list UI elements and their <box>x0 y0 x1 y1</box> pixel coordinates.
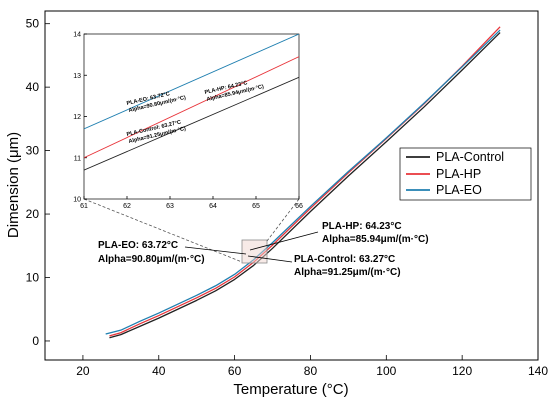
annotation-eo-alpha: Alpha=90.80μm/(m·°C) <box>98 254 205 265</box>
inset-frame <box>83 33 300 200</box>
zoom-connector-right <box>266 198 300 242</box>
y-tick-label-10: 10 <box>26 271 40 285</box>
x-tick-label-60: 60 <box>228 364 242 378</box>
series-line-pla-eo <box>105 29 501 335</box>
annotation-pointer-hp <box>249 231 319 251</box>
annotation-pointer-eo <box>184 246 247 255</box>
x-tick-label-40: 40 <box>152 364 166 378</box>
legend: PLA-Control PLA-HP PLA-EO <box>399 147 532 201</box>
inset-x-tick-label-65: 65 <box>252 203 260 210</box>
x-tick-label-20: 20 <box>76 364 90 378</box>
inset-series-line-pla-eo <box>84 34 299 130</box>
main-series-lines <box>105 26 501 339</box>
legend-label-control: PLA-Control <box>436 150 504 164</box>
inset-y-tick-label-11: 11 <box>74 155 81 162</box>
y-tick-label-30: 30 <box>26 144 40 158</box>
inset-x-tick-label-61: 61 <box>80 203 88 210</box>
annotation-control-temp: PLA-Control: 63.27°C <box>294 254 395 265</box>
x-tick-label-100: 100 <box>376 364 396 378</box>
inset-y-tick-label-14: 14 <box>73 32 81 39</box>
y-tick-label-40: 40 <box>26 80 40 94</box>
main-axes-ticks: 20 40 60 80 100 120 140 0 10 20 30 40 50 <box>26 17 549 378</box>
series-line-pla-control <box>109 32 501 339</box>
legend-label-eo: PLA-EO <box>436 183 482 197</box>
x-tick-label-80: 80 <box>304 364 318 378</box>
x-axis-title: Temperature (°C) <box>233 381 348 398</box>
annotation-eo-temp: PLA-EO: 63.72°C <box>98 240 178 251</box>
annotation-pointer-control <box>247 255 293 263</box>
inset-series-lines <box>84 34 299 171</box>
inset-x-tick-label-64: 64 <box>209 203 217 210</box>
inset-x-tick-label-63: 63 <box>166 203 174 210</box>
annotation-hp-alpha: Alpha=85.94μm/(m·°C) <box>322 234 429 245</box>
zoom-connector-left <box>83 198 243 263</box>
inset-y-tick-label-13: 13 <box>73 73 81 80</box>
inset-x-tick-label-62: 62 <box>123 203 131 210</box>
annotation-control-alpha: Alpha=91.25μm/(m·°C) <box>294 267 401 278</box>
y-tick-label-20: 20 <box>26 207 40 221</box>
inset-x-tick-label-66: 66 <box>295 203 303 210</box>
annotation-hp-temp: PLA-HP: 64.23°C <box>322 221 402 232</box>
inset-y-tick-label-10: 10 <box>73 197 81 204</box>
inset-axes-ticks: 61 62 63 64 65 66 10 11 12 13 14 <box>73 32 303 211</box>
x-tick-label-140: 140 <box>528 364 548 378</box>
inset-y-tick-label-12: 12 <box>73 114 81 121</box>
zoom-region-box <box>241 239 268 264</box>
x-tick-label-120: 120 <box>452 364 472 378</box>
legend-label-hp: PLA-HP <box>436 167 481 181</box>
inset-series-line-pla-hp <box>84 56 299 159</box>
y-tick-label-50: 50 <box>26 17 40 31</box>
y-axis-title: Dimension (μm) <box>5 132 22 238</box>
y-tick-label-0: 0 <box>32 334 39 348</box>
inset-series-line-pla-control <box>84 76 299 171</box>
